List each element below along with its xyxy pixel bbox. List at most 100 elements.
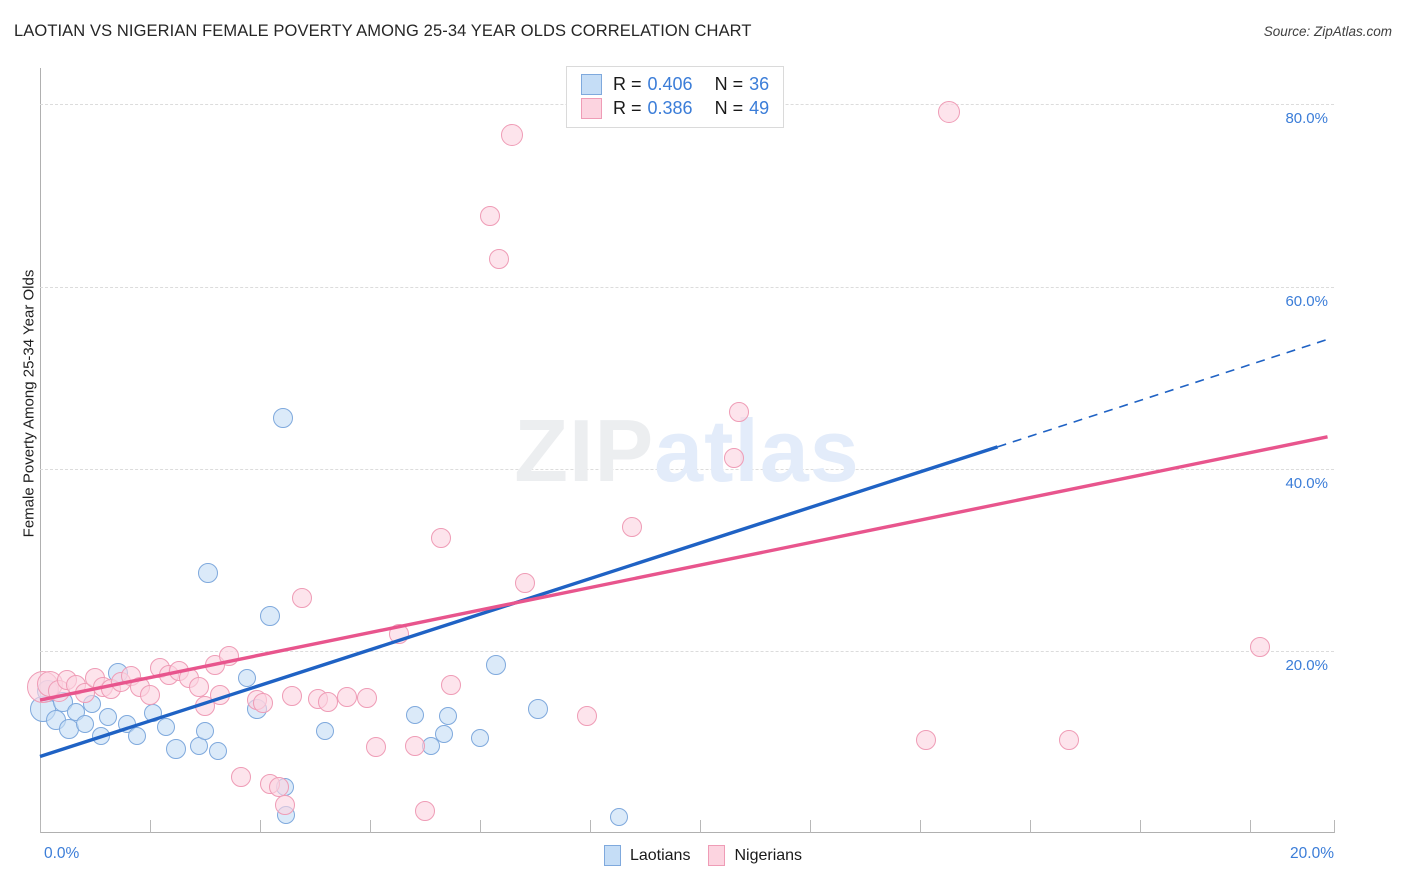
series-legend-item-nigerians[interactable]: Nigerians — [708, 845, 802, 866]
stats-legend: R = 0.406 N = 36 R = 0.386 N = 49 — [566, 66, 785, 128]
data-point-laotians[interactable] — [92, 727, 111, 746]
data-point-nigerians[interactable] — [230, 766, 251, 787]
data-point-nigerians[interactable] — [337, 687, 358, 708]
data-point-laotians[interactable] — [438, 706, 457, 725]
data-point-nigerians[interactable] — [139, 684, 160, 705]
data-point-laotians[interactable] — [208, 742, 227, 761]
data-point-laotians[interactable] — [470, 729, 489, 748]
n-label-nigerians: N = — [714, 98, 744, 118]
data-point-nigerians[interactable] — [282, 686, 303, 707]
x-axis-end-labels: 0.0% 20.0% — [40, 845, 1334, 875]
x-axis-min-label: 0.0% — [44, 845, 80, 862]
legend-swatch-laotians — [581, 74, 602, 95]
data-point-nigerians[interactable] — [292, 588, 313, 609]
data-point-laotians[interactable] — [144, 703, 163, 722]
data-point-nigerians[interactable] — [188, 677, 209, 698]
data-point-nigerians[interactable] — [431, 527, 452, 548]
data-point-laotians[interactable] — [486, 655, 507, 676]
data-point-nigerians[interactable] — [274, 794, 295, 815]
data-point-nigerians[interactable] — [414, 801, 435, 822]
series-swatch-laotians — [603, 845, 621, 866]
data-point-nigerians[interactable] — [622, 517, 642, 537]
x-axis-tick — [589, 820, 591, 833]
data-point-nigerians[interactable] — [916, 730, 937, 751]
r-value-nigerians: 0.386 — [647, 98, 693, 118]
data-point-laotians[interactable] — [157, 718, 176, 737]
series-swatch-nigerians — [708, 845, 726, 866]
data-point-laotians[interactable] — [406, 705, 425, 724]
series-legend-item-laotians[interactable]: Laotians — [603, 845, 691, 866]
data-point-nigerians[interactable] — [218, 646, 239, 667]
data-point-laotians[interactable] — [189, 737, 208, 756]
data-point-laotians[interactable] — [165, 739, 186, 760]
data-point-laotians[interactable] — [238, 669, 257, 688]
data-point-nigerians[interactable] — [1249, 637, 1270, 658]
data-point-nigerians[interactable] — [938, 100, 961, 123]
data-point-nigerians[interactable] — [515, 573, 536, 594]
data-point-nigerians[interactable] — [253, 692, 274, 713]
series-label-nigerians: Nigerians — [734, 846, 803, 864]
x-axis-tick — [1334, 820, 1335, 833]
legend-swatch-nigerians — [581, 98, 602, 119]
x-axis-tick — [1249, 820, 1251, 833]
data-point-laotians[interactable] — [272, 407, 293, 428]
data-point-nigerians[interactable] — [576, 705, 597, 726]
y-axis-tick-label: 40.0% — [1285, 474, 1328, 492]
data-point-nigerians[interactable] — [489, 249, 510, 270]
data-point-nigerians[interactable] — [501, 124, 524, 147]
data-point-nigerians[interactable] — [1058, 730, 1079, 751]
gridline — [40, 286, 1334, 288]
stats-legend-row-nigerians: R = 0.386 N = 49 — [581, 98, 769, 119]
n-label-laotians: N = — [714, 74, 744, 94]
data-point-nigerians[interactable] — [440, 674, 461, 695]
data-point-nigerians[interactable] — [356, 688, 377, 709]
data-point-laotians[interactable] — [259, 606, 280, 627]
x-axis-tick — [919, 820, 921, 833]
x-axis-tick — [1139, 820, 1141, 833]
data-point-laotians[interactable] — [76, 714, 95, 733]
y-axis-tick-label: 20.0% — [1285, 656, 1328, 674]
r-label-laotians: R = — [613, 74, 642, 94]
series-label-laotians: Laotians — [629, 846, 691, 864]
r-label-nigerians: R = — [613, 98, 642, 118]
series-legend: Laotians Nigerians — [0, 845, 1406, 866]
x-axis-tick — [259, 820, 261, 833]
data-point-laotians[interactable] — [435, 724, 454, 743]
r-value-laotians: 0.406 — [647, 74, 693, 94]
data-point-nigerians[interactable] — [728, 402, 749, 423]
n-value-nigerians: 49 — [749, 98, 770, 118]
x-axis-tick — [149, 820, 151, 833]
x-axis-tick — [40, 820, 41, 833]
data-point-laotians[interactable] — [128, 726, 147, 745]
data-point-laotians[interactable] — [98, 708, 117, 727]
data-point-nigerians[interactable] — [723, 447, 744, 468]
data-point-nigerians[interactable] — [405, 735, 426, 756]
x-axis-tick — [479, 820, 481, 833]
data-point-nigerians[interactable] — [389, 623, 410, 644]
y-axis-tick-label: 80.0% — [1285, 110, 1328, 128]
plot-area: ZIPatlas 80.0% 60.0% 40.0% 20.0% — [27, 68, 1335, 833]
y-axis-tick-label: 60.0% — [1285, 292, 1328, 310]
y-axis-title: Female Poverty Among 25-34 Year Olds — [20, 269, 38, 538]
gridline — [40, 468, 1334, 470]
x-axis-tick — [1029, 820, 1031, 833]
stats-legend-row-laotians: R = 0.406 N = 36 — [581, 74, 769, 95]
data-point-laotians[interactable] — [315, 722, 334, 740]
data-point-nigerians[interactable] — [479, 205, 500, 226]
data-point-nigerians[interactable] — [366, 737, 387, 758]
page-title: LAOTIAN VS NIGERIAN FEMALE POVERTY AMONG… — [14, 22, 752, 40]
data-point-laotians[interactable] — [198, 562, 219, 583]
n-value-laotians: 36 — [749, 74, 770, 94]
data-point-nigerians[interactable] — [317, 691, 338, 712]
plot-background — [40, 68, 1334, 833]
x-axis-tick — [369, 820, 371, 833]
data-point-laotians[interactable] — [195, 722, 214, 740]
data-point-nigerians[interactable] — [209, 684, 230, 705]
source-label: Source: ZipAtlas.com — [1263, 24, 1392, 39]
x-axis-tick — [809, 820, 811, 833]
x-axis-tick — [699, 820, 701, 833]
data-point-laotians[interactable] — [610, 807, 629, 826]
x-axis-max-label: 20.0% — [1290, 845, 1334, 862]
data-point-laotians[interactable] — [528, 699, 549, 720]
